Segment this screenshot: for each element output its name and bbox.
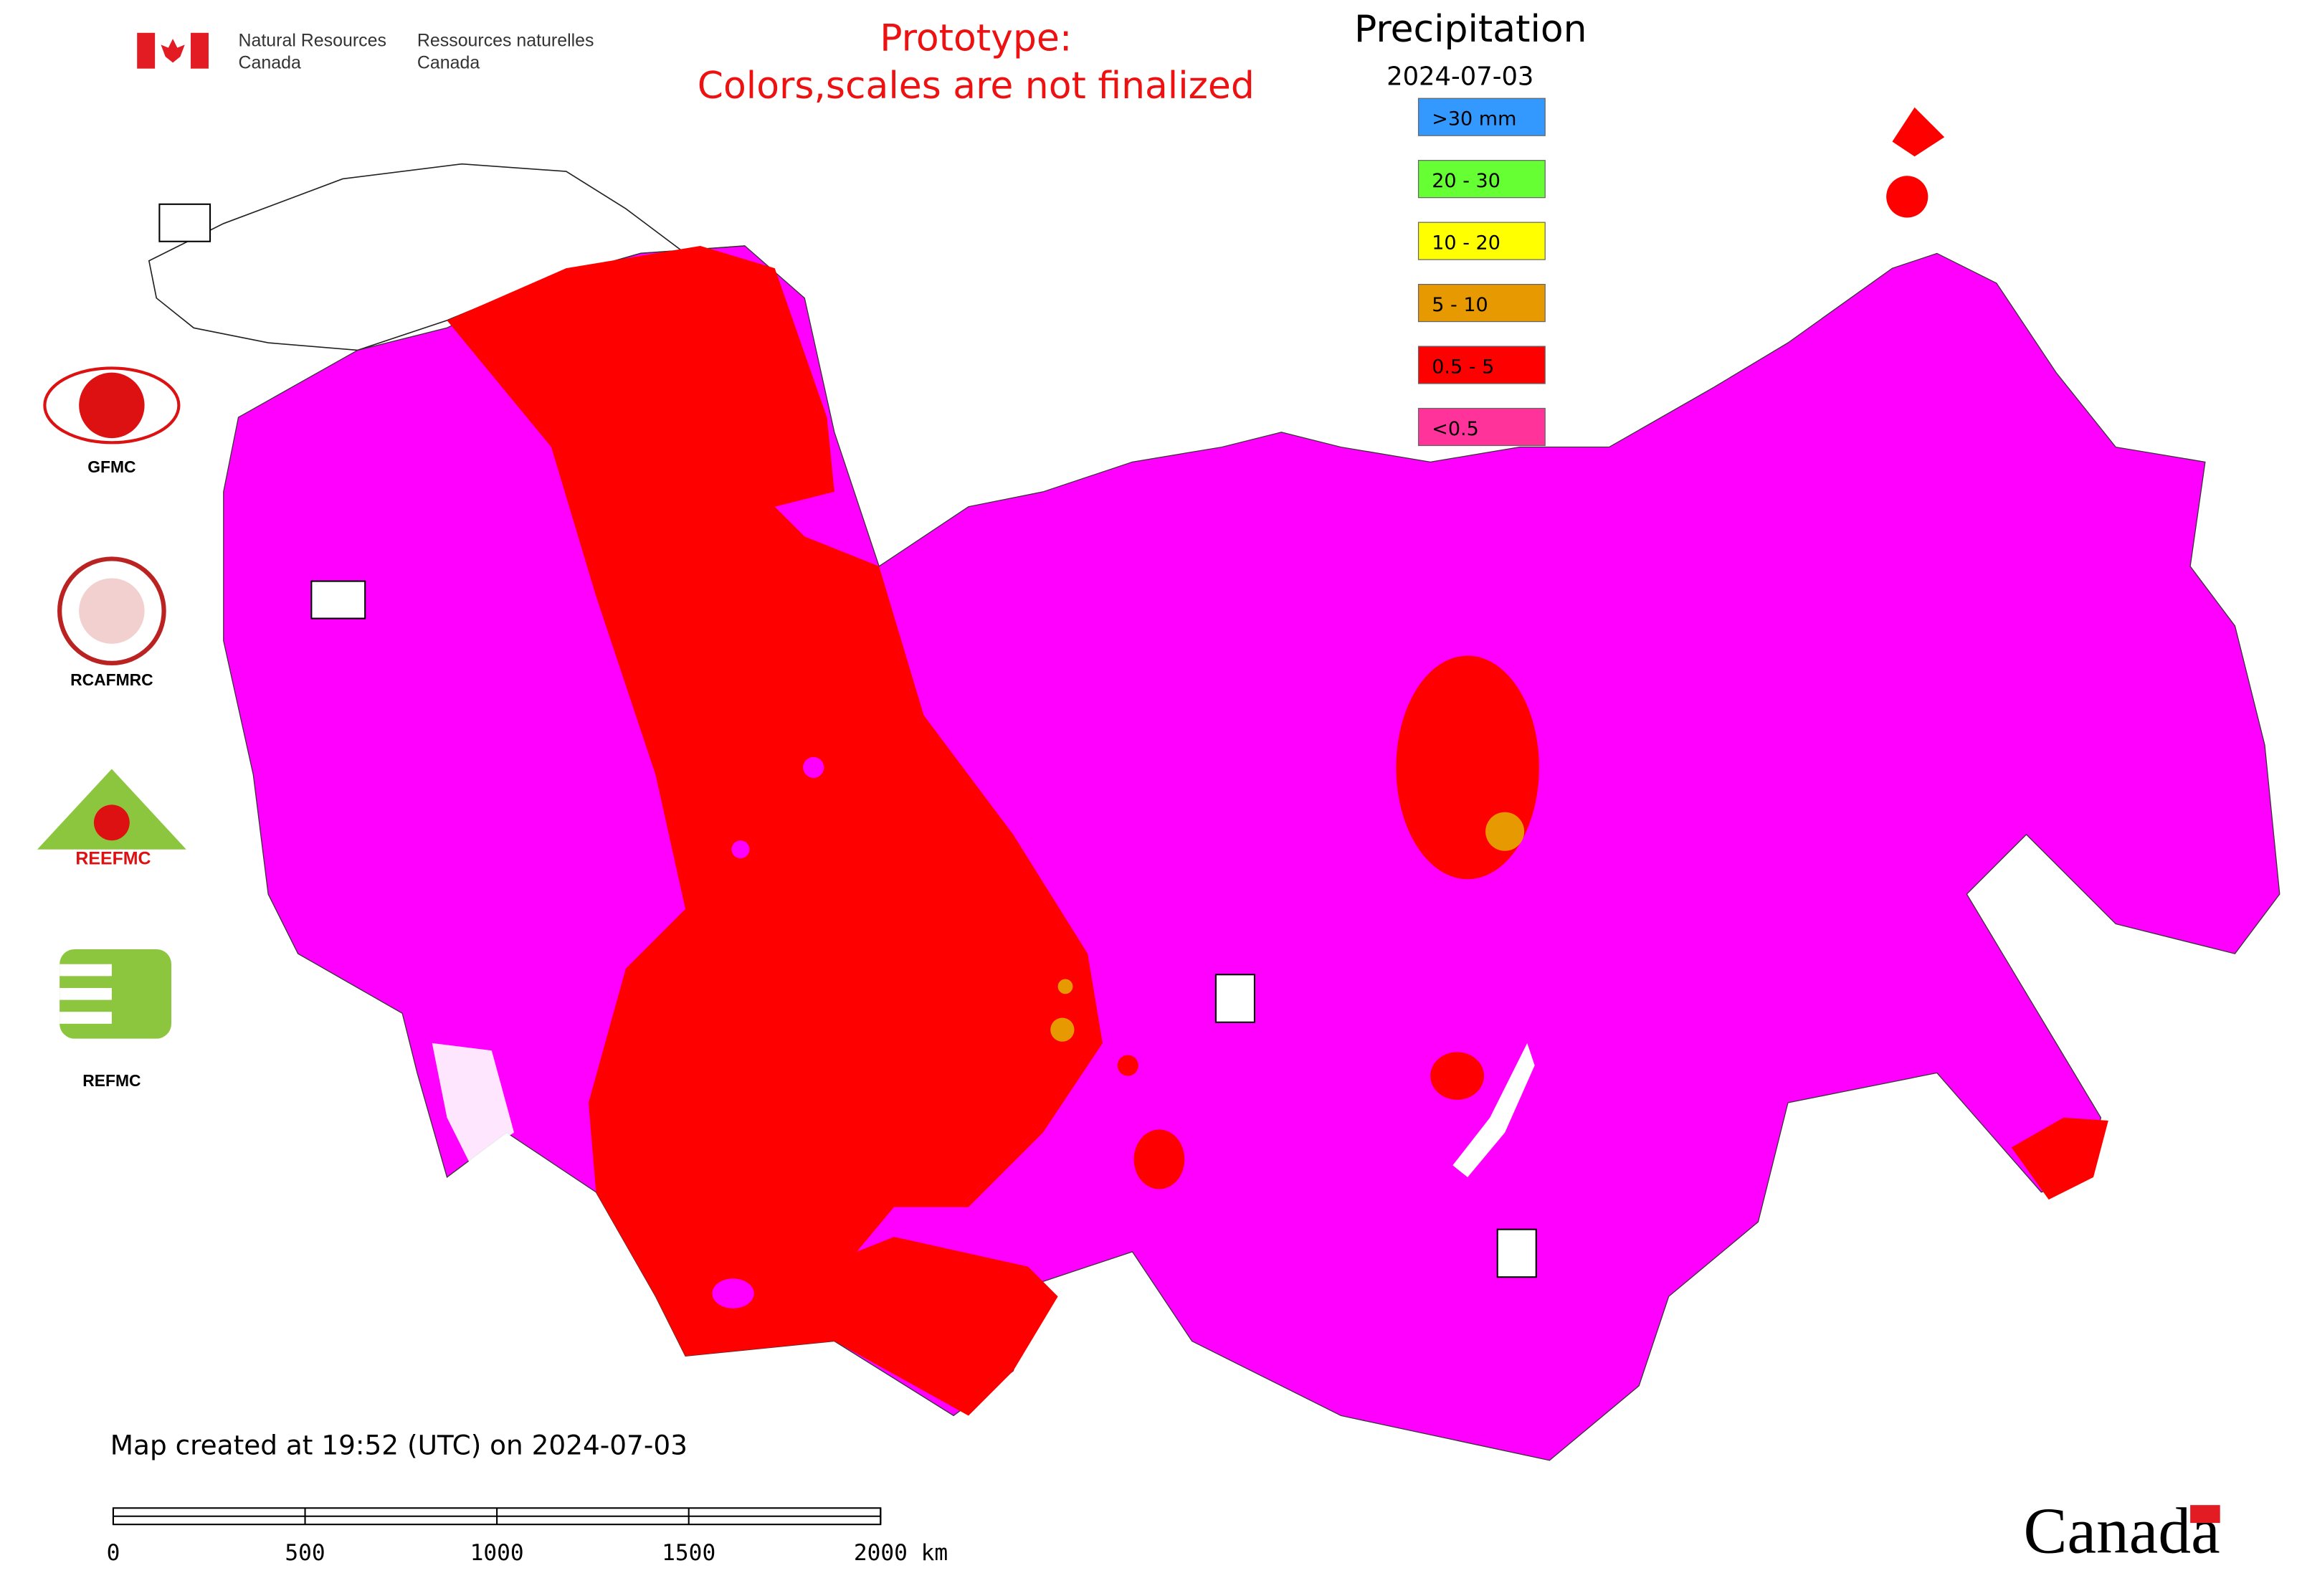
logo-refmc: REFMC xyxy=(60,949,172,1090)
org-en: Canada xyxy=(239,53,301,73)
sea xyxy=(432,1042,515,1163)
notice: Prototype: xyxy=(880,17,1072,60)
wordmark-flag xyxy=(2190,1505,2220,1524)
precip-lt-0.5 xyxy=(731,840,750,859)
flag-bar xyxy=(191,32,209,69)
logo-stripe xyxy=(60,987,112,1000)
created-note: Map created at 19:52 (UTC) on 2024-07-03 xyxy=(110,1429,688,1460)
legend-label: <0.5 xyxy=(1432,418,1479,440)
precip-0.5-5 xyxy=(447,245,1103,1416)
logo-ring xyxy=(43,366,181,445)
map-icon xyxy=(310,580,366,619)
logo-label: REFMC xyxy=(82,1071,141,1090)
scale-bar: 0 500 1000 1500 2000 km xyxy=(107,1507,948,1566)
precip-0.5-5 xyxy=(2011,1117,2108,1200)
logo-label: RCAFMRC xyxy=(70,670,153,689)
legend-swatch xyxy=(1417,222,1546,260)
legend-swatch xyxy=(1417,283,1546,323)
logo-label: REEFMC xyxy=(75,848,151,868)
map-icon xyxy=(158,203,211,242)
precip-5-10 xyxy=(1057,979,1073,994)
precip-5-10 xyxy=(1050,1017,1075,1042)
legend: >30 mm 20 - 30 10 - 20 5 - 10 0.5 - 5 <0.5 xyxy=(1417,98,1546,447)
scale-label: 500 xyxy=(285,1540,325,1566)
legend-label: 10 - 20 xyxy=(1432,232,1500,255)
org-fr: Ressources naturelles xyxy=(417,30,594,50)
precip-0.5-5 xyxy=(1117,1055,1138,1076)
precip-0.5-5 xyxy=(1430,1052,1485,1100)
legend-swatch xyxy=(1417,98,1546,136)
map-icon xyxy=(1496,1228,1537,1278)
legend-swatch xyxy=(1417,160,1546,199)
legend-label: 20 - 30 xyxy=(1432,170,1500,192)
logo-mark xyxy=(79,578,145,644)
precip-0.5-5 xyxy=(1133,1129,1185,1189)
precip-lt-0.5 xyxy=(803,756,824,778)
logo-reefmc: REEFMC xyxy=(37,769,186,868)
org-fr: Canada xyxy=(417,53,480,73)
precip-5-10 xyxy=(1485,812,1525,851)
logo-gfmc: GFMC xyxy=(43,366,181,476)
scale-label: 2000 km xyxy=(854,1540,948,1566)
legend-swatch xyxy=(1417,346,1546,384)
precip-0.5-5 xyxy=(1892,107,1945,157)
scale-label: 1000 xyxy=(470,1540,524,1566)
logo-mark xyxy=(79,372,145,439)
legend-date: 2024-07-03 xyxy=(1387,62,1533,92)
precip-lt-0.5 xyxy=(712,1278,754,1308)
flag-bar xyxy=(137,32,156,69)
org-en: Natural Resources xyxy=(239,30,386,50)
flag-leaf xyxy=(161,39,185,63)
lake xyxy=(1452,1042,1535,1177)
legend-swatch xyxy=(1417,407,1546,447)
legend-label: 5 - 10 xyxy=(1432,294,1488,316)
legend-label: 0.5 - 5 xyxy=(1432,356,1494,378)
legend-title: Precipitation xyxy=(1354,8,1587,51)
precip-0.5-5 xyxy=(1886,176,1928,218)
logo-stripe xyxy=(60,1012,112,1024)
logo-label: GFMC xyxy=(87,457,135,476)
logo-stripe xyxy=(60,964,112,977)
nrcan-signature: Natural Resources Canada Ressources natu… xyxy=(137,30,594,73)
logo-rcafmrc: RCAFMRC xyxy=(57,556,166,689)
map-icon xyxy=(1214,974,1255,1023)
logo-mark xyxy=(93,804,130,841)
scale-label: 0 xyxy=(107,1540,120,1566)
scale-label: 1500 xyxy=(662,1540,715,1566)
notice: Colors,scales are not finalized xyxy=(698,65,1255,108)
canada-wordmark: Canada xyxy=(2024,1495,2220,1567)
legend-label: >30 mm xyxy=(1432,108,1516,130)
